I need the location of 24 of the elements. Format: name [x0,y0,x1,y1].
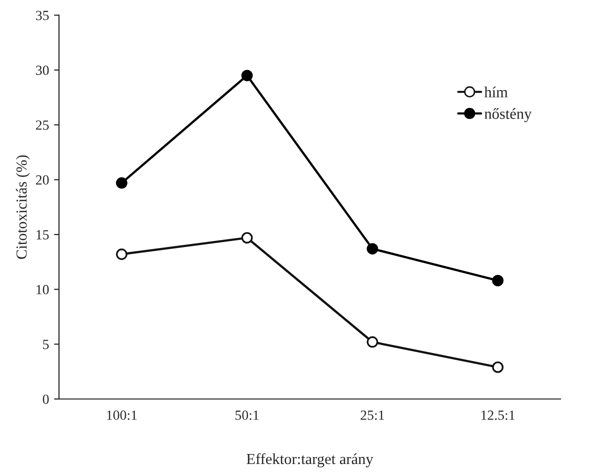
point [366,336,378,348]
x-axis-title: Effektor:target arány [246,453,374,468]
x-tick-label: 25:1 [360,410,384,420]
y-tick-label: 0 [42,394,49,404]
y-axis-title: Citotoxicitás (%) [16,155,30,259]
y-tick-label: 25 [36,120,49,130]
y-tick-label: 30 [36,66,49,75]
x-tick-label: 12.5:1 [481,410,515,420]
legend-label: nőstény [484,108,532,122]
point [241,232,253,244]
point [116,248,128,260]
y-tick-label: 5 [43,340,49,350]
point [492,274,504,286]
y-tick-label: 20 [36,175,49,185]
point [116,177,128,189]
x-tick-label: 100:1 [107,410,137,420]
point [492,362,504,373]
y-tick-label: 35 [36,10,49,20]
point [366,243,378,254]
point [241,70,253,82]
x-tick-label: 50:1 [236,410,259,420]
y-tick-label: 15 [36,230,49,240]
legend-label: hím [484,86,508,98]
y-tick-label: 10 [36,284,49,294]
